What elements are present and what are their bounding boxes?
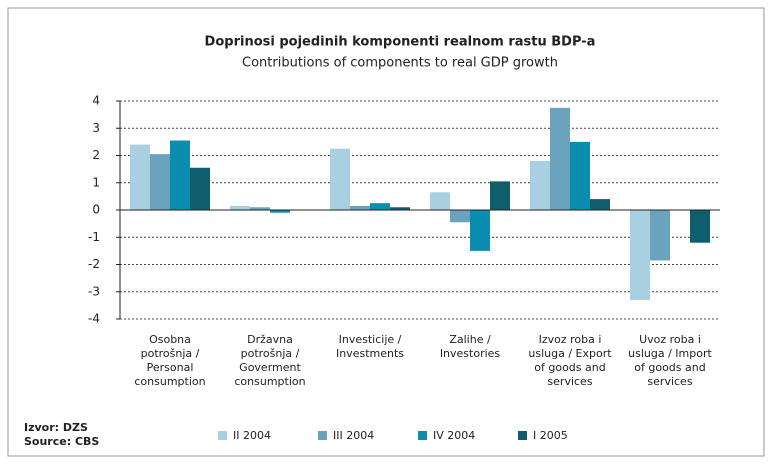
bar: [250, 207, 270, 210]
legend-swatch: [418, 431, 427, 440]
y-tick-label: 1: [92, 175, 100, 189]
x-tick-label: Osobna potrošnja / Personal consumption: [134, 333, 205, 388]
bar: [530, 160, 550, 210]
x-tick-label: Investicije / Investments: [336, 333, 404, 360]
y-tick-label: 0: [92, 203, 100, 217]
legend-label: III 2004: [333, 429, 374, 442]
y-tick-label: -4: [88, 312, 100, 326]
y-tick-label: 4: [92, 94, 100, 108]
legend-label: I 2005: [533, 429, 568, 442]
source: Izvor: DZS: [24, 421, 88, 434]
y-tick-label: 2: [92, 148, 100, 162]
bar: [470, 210, 490, 251]
x-tick-label: Izvoz roba i usluga / Export of goods and s…: [528, 333, 612, 388]
bar: [550, 107, 570, 210]
bar: [390, 207, 410, 210]
frame: [7, 7, 765, 457]
bar: [650, 210, 670, 261]
bar: [350, 205, 370, 210]
bar: [270, 210, 290, 213]
x-tick-label: Državna potrošnja / Goverment consumption: [234, 333, 305, 388]
y-tick-label: 3: [92, 121, 100, 135]
chart-title: Doprinosi pojedinih komponenti realnom r…: [205, 35, 596, 50]
y-tick-label: -1: [88, 230, 100, 244]
bar: [570, 141, 590, 210]
bar: [450, 210, 470, 223]
bar: [130, 144, 150, 210]
bar: [150, 154, 170, 210]
legend-label: II 2004: [233, 429, 271, 442]
y-tick-label: -3: [88, 284, 100, 298]
bar: [370, 203, 390, 210]
legend-label: IV 2004: [433, 429, 475, 442]
bar: [190, 167, 210, 210]
chart-subtitle: Contributions of components to real GDP …: [242, 56, 558, 71]
bar: [630, 210, 650, 300]
legend-swatch: [518, 431, 527, 440]
bar: [170, 140, 190, 210]
source: Source: CBS: [24, 435, 99, 448]
bar: [490, 181, 510, 210]
bar: [330, 148, 350, 210]
bar: [230, 205, 250, 210]
bar: [430, 192, 450, 210]
legend-swatch: [318, 431, 327, 440]
x-tick-label: Zalihe / Investories: [440, 333, 501, 360]
bar: [590, 199, 610, 210]
x-tick-label: Uvoz roba i usluga / Import of goods and se…: [628, 333, 712, 388]
bar: [690, 210, 710, 243]
legend-swatch: [218, 431, 227, 440]
y-tick-label: -2: [88, 257, 100, 271]
